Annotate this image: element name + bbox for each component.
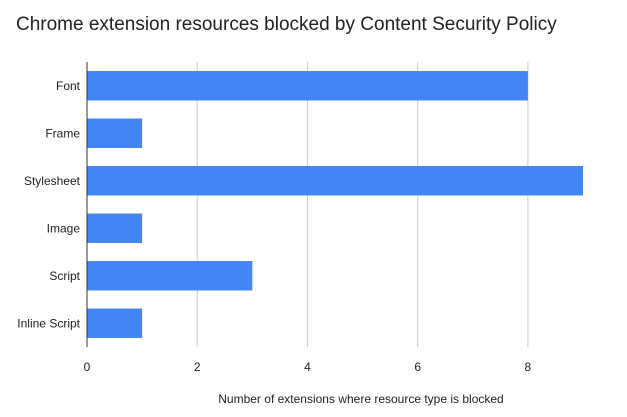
x-tick-label: 4 bbox=[304, 360, 311, 374]
y-tick-label: Frame bbox=[45, 126, 80, 140]
x-tick-label: 2 bbox=[194, 360, 201, 374]
y-tick-label: Inline Script bbox=[17, 316, 80, 330]
bar-stylesheet bbox=[87, 166, 583, 196]
x-tick-label: 6 bbox=[414, 360, 421, 374]
x-tick-label: 8 bbox=[525, 360, 532, 374]
y-tick-label: Script bbox=[49, 269, 80, 283]
x-axis-title: Number of extensions where resource type… bbox=[218, 392, 503, 406]
y-tick-label: Stylesheet bbox=[24, 174, 81, 188]
y-tick-label: Image bbox=[47, 221, 81, 235]
chart-title: Chrome extension resources blocked by Co… bbox=[16, 14, 557, 35]
bar-font bbox=[87, 71, 528, 101]
y-tick-label: Font bbox=[56, 79, 81, 93]
bar-frame bbox=[87, 118, 143, 148]
x-tick-label: 0 bbox=[84, 360, 91, 374]
bar-image bbox=[87, 213, 143, 243]
bar-script bbox=[87, 261, 253, 291]
bar-inline-script bbox=[87, 308, 143, 338]
